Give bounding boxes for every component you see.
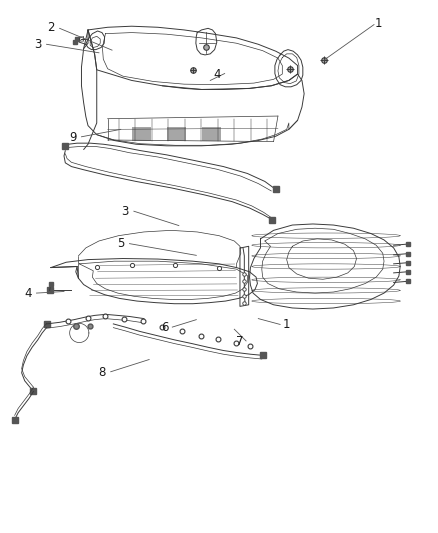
Text: 9: 9 bbox=[69, 131, 77, 144]
Text: 1: 1 bbox=[374, 17, 382, 29]
Text: 6: 6 bbox=[161, 321, 168, 334]
Text: 1: 1 bbox=[283, 319, 290, 332]
Text: 2: 2 bbox=[47, 21, 55, 34]
Bar bbox=[201, 127, 221, 141]
Text: 4: 4 bbox=[24, 287, 32, 300]
Text: 8: 8 bbox=[98, 366, 106, 379]
Text: 3: 3 bbox=[121, 205, 129, 217]
Bar bbox=[166, 127, 186, 141]
Text: 4: 4 bbox=[213, 68, 221, 80]
Text: 3: 3 bbox=[34, 38, 42, 51]
Text: 7: 7 bbox=[236, 335, 244, 349]
Bar bbox=[132, 127, 151, 141]
Text: 5: 5 bbox=[117, 237, 124, 250]
